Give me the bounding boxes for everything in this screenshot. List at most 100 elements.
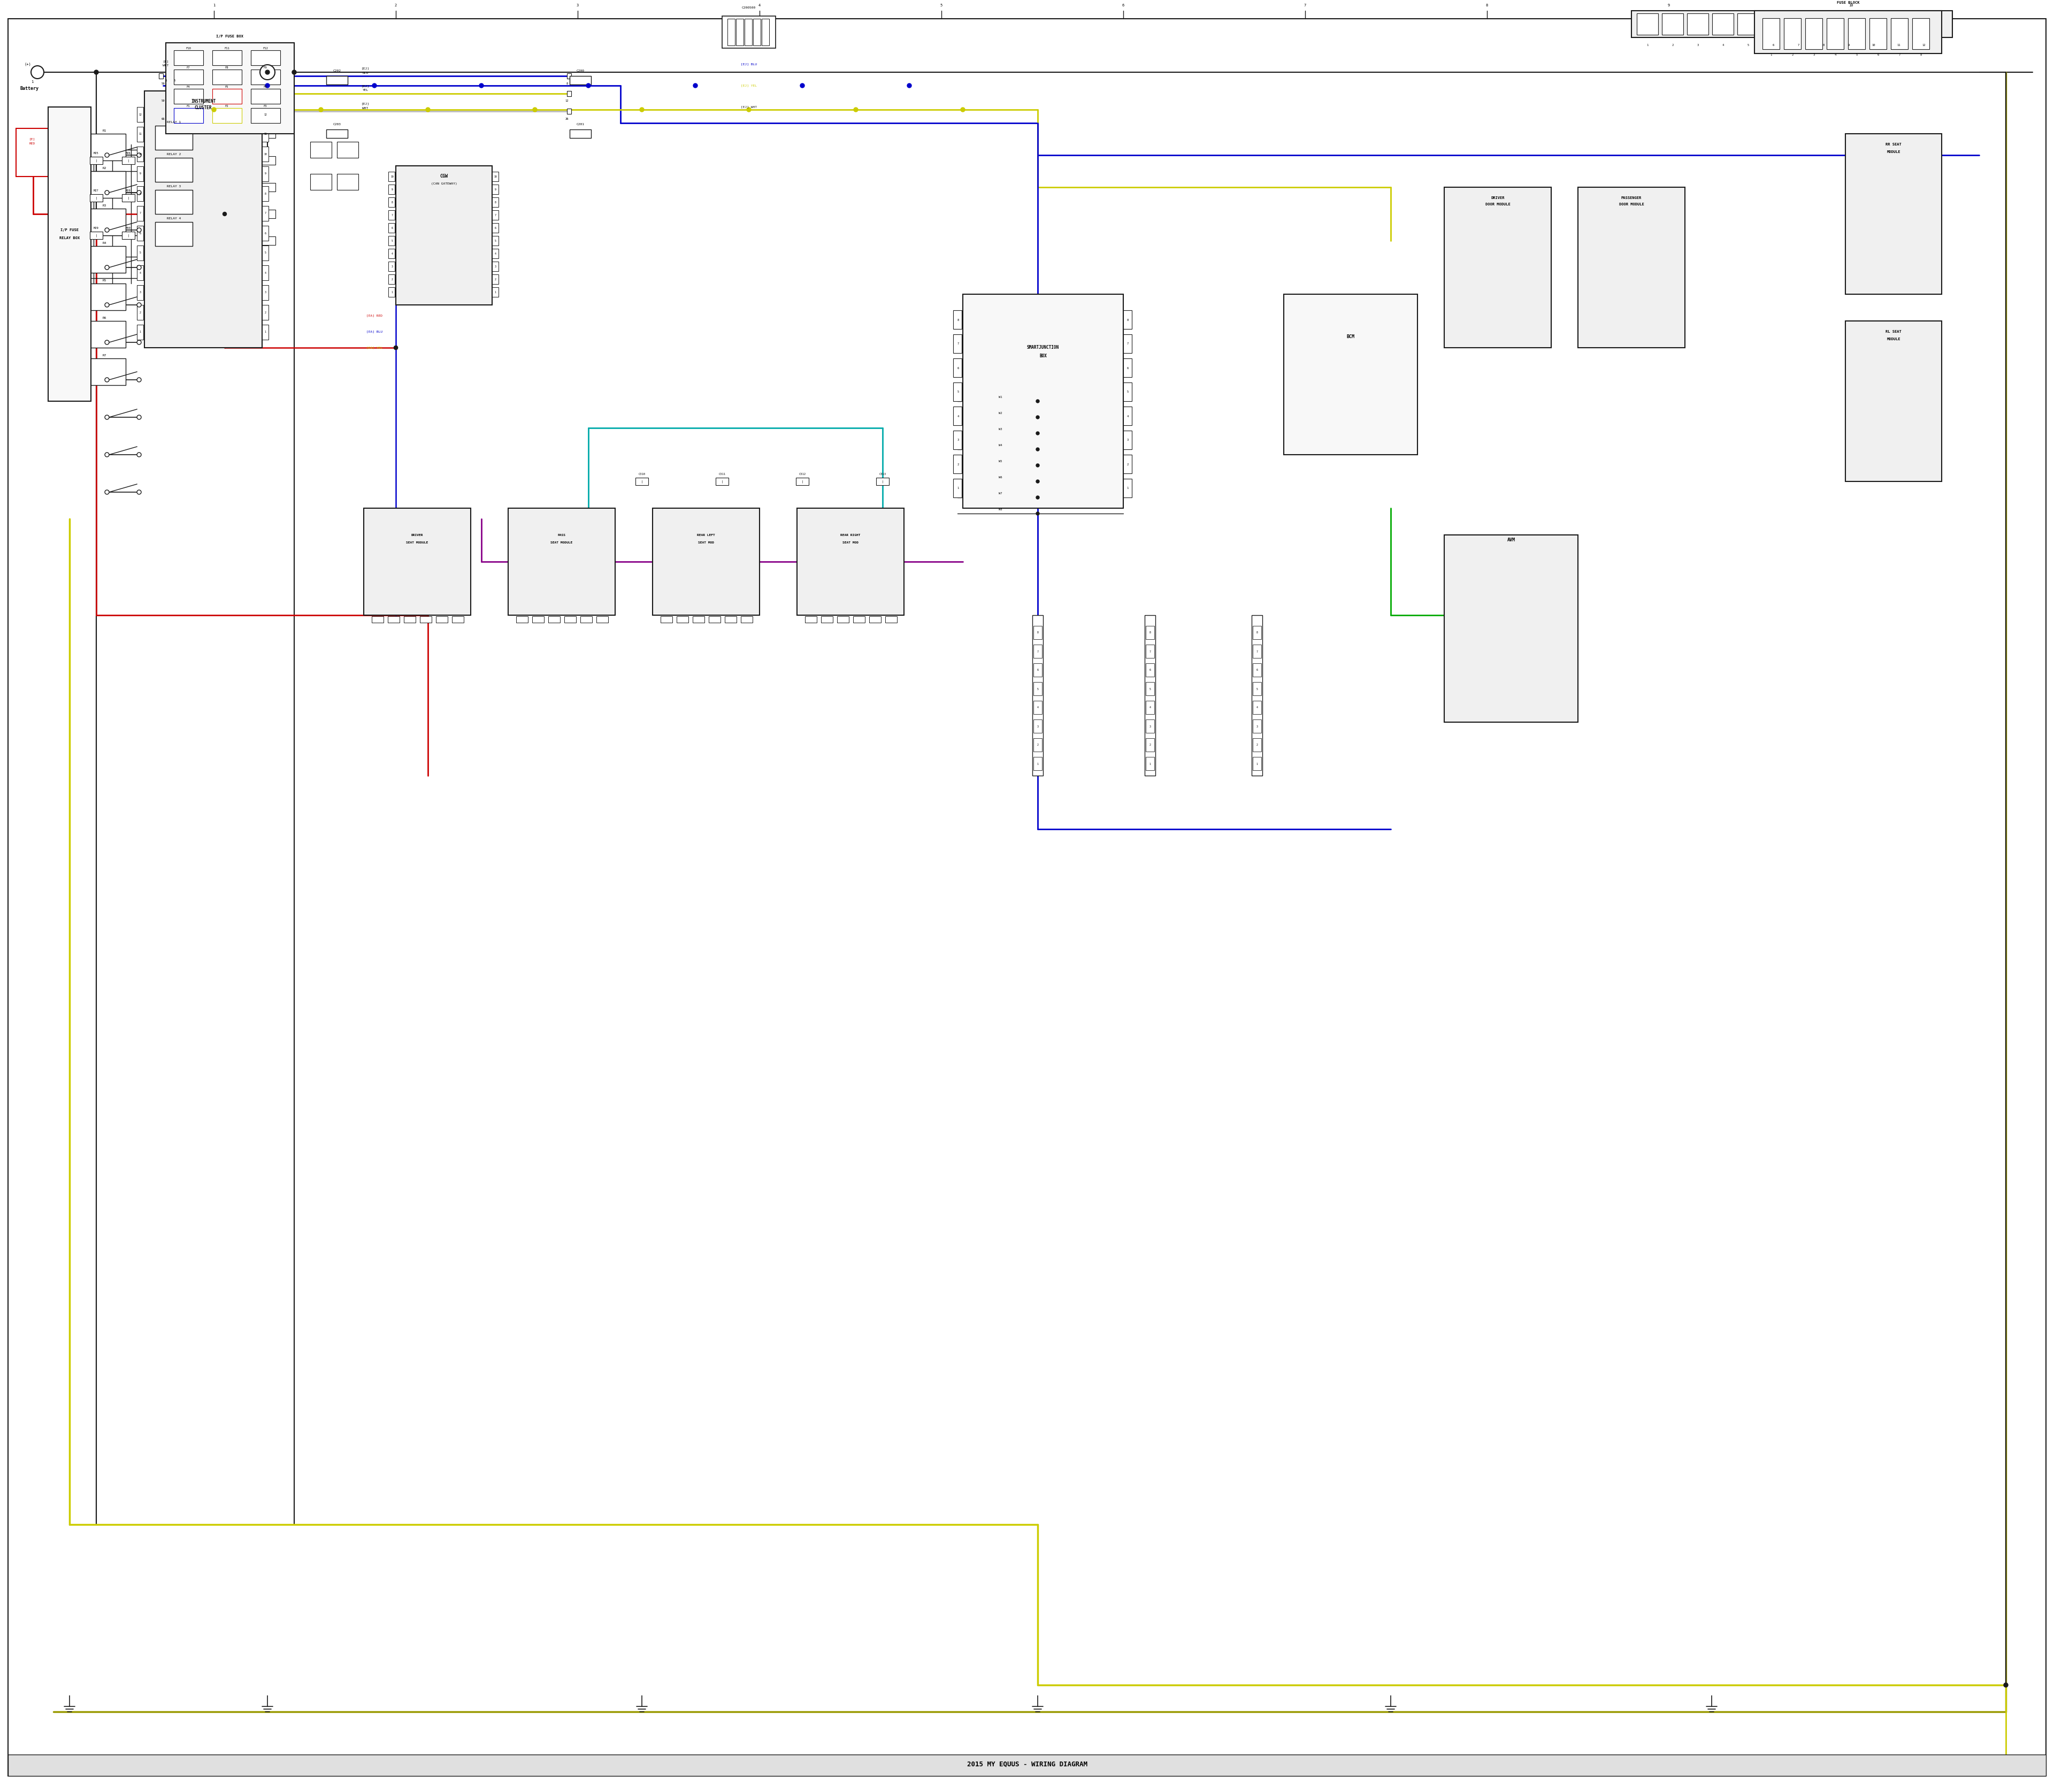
Bar xyxy=(156,156,170,165)
Circle shape xyxy=(1035,480,1039,484)
Bar xyxy=(741,616,752,622)
Bar xyxy=(138,246,144,260)
Text: C312: C312 xyxy=(799,473,805,475)
Circle shape xyxy=(138,190,142,195)
Text: 7: 7 xyxy=(1304,4,1306,7)
Bar xyxy=(507,509,614,615)
Text: SEAT MOD: SEAT MOD xyxy=(842,541,859,545)
Bar xyxy=(8,1754,2046,1776)
Bar xyxy=(175,50,203,65)
Bar xyxy=(1686,13,1709,34)
Circle shape xyxy=(265,70,269,73)
Circle shape xyxy=(105,489,109,495)
Bar xyxy=(156,237,170,246)
Bar xyxy=(1863,13,1884,34)
Text: R3: R3 xyxy=(103,204,107,208)
Bar xyxy=(166,43,294,134)
Circle shape xyxy=(265,70,269,73)
Bar xyxy=(1783,18,1801,48)
Text: 8: 8 xyxy=(1485,4,1489,7)
Text: F2: F2 xyxy=(226,104,228,108)
Bar xyxy=(212,50,242,65)
Bar xyxy=(1124,430,1132,450)
Bar xyxy=(1912,18,1929,48)
Bar xyxy=(1124,310,1132,330)
Bar xyxy=(189,237,205,246)
Bar xyxy=(224,129,240,138)
Bar xyxy=(1869,18,1886,48)
Bar xyxy=(405,616,415,622)
Text: C201: C201 xyxy=(577,124,585,125)
Text: 1: 1 xyxy=(31,81,33,84)
Bar xyxy=(337,174,357,190)
Bar xyxy=(435,616,448,622)
Bar xyxy=(1033,683,1041,695)
Circle shape xyxy=(105,416,109,419)
Bar xyxy=(1754,11,1941,54)
Text: C203: C203 xyxy=(333,124,341,125)
Bar xyxy=(754,18,760,45)
Bar xyxy=(493,172,499,181)
Text: W7: W7 xyxy=(998,491,1002,495)
Bar xyxy=(569,75,592,84)
Bar xyxy=(156,129,170,138)
Circle shape xyxy=(94,70,99,73)
Bar xyxy=(175,90,203,104)
Text: RELAY BOX: RELAY BOX xyxy=(60,237,80,240)
Text: W6: W6 xyxy=(998,477,1002,478)
Circle shape xyxy=(138,228,142,233)
Text: 59: 59 xyxy=(162,100,164,102)
Bar xyxy=(493,287,499,297)
Bar xyxy=(493,222,499,233)
Text: M27: M27 xyxy=(94,190,99,192)
Bar xyxy=(1284,294,1417,455)
Text: 12: 12 xyxy=(565,100,569,102)
Bar xyxy=(388,222,394,233)
Circle shape xyxy=(138,453,142,457)
Text: REAR RIGHT: REAR RIGHT xyxy=(840,534,861,536)
Bar xyxy=(1838,13,1859,34)
Bar xyxy=(263,127,269,142)
Bar xyxy=(138,167,144,181)
Text: (+): (+) xyxy=(25,63,31,66)
Bar xyxy=(1253,663,1261,677)
Bar xyxy=(822,616,832,622)
Bar xyxy=(1146,701,1154,715)
Bar xyxy=(263,246,269,260)
Bar xyxy=(396,167,493,305)
Bar xyxy=(82,172,125,197)
Bar xyxy=(47,108,90,401)
Bar xyxy=(1814,13,1834,34)
Bar xyxy=(138,147,144,161)
Text: [EJ] YEL: [EJ] YEL xyxy=(741,84,756,88)
Text: M26: M26 xyxy=(125,152,131,154)
Text: 12: 12 xyxy=(138,113,142,116)
Text: WHT: WHT xyxy=(162,65,168,66)
Circle shape xyxy=(105,228,109,233)
Text: F10: F10 xyxy=(185,47,191,50)
Bar xyxy=(596,616,608,622)
Bar xyxy=(156,183,170,192)
Text: F3: F3 xyxy=(263,104,267,108)
Bar xyxy=(1805,18,1822,48)
Bar xyxy=(388,249,394,258)
Bar xyxy=(567,73,571,79)
Bar xyxy=(1826,18,1844,48)
Circle shape xyxy=(105,265,109,269)
Bar xyxy=(635,478,649,486)
Text: 11: 11 xyxy=(138,133,142,136)
Bar xyxy=(1253,756,1261,771)
Bar xyxy=(493,185,499,194)
Bar xyxy=(138,186,144,201)
Bar xyxy=(723,16,776,48)
Bar xyxy=(166,68,175,77)
Circle shape xyxy=(961,108,965,111)
Bar xyxy=(762,18,768,45)
Bar xyxy=(224,237,240,246)
Text: RELAY 1: RELAY 1 xyxy=(166,120,181,124)
Text: 12: 12 xyxy=(263,113,267,116)
Text: RELAY 3: RELAY 3 xyxy=(166,185,181,188)
Bar xyxy=(1033,719,1041,733)
Bar xyxy=(121,231,136,238)
Bar xyxy=(259,156,275,165)
